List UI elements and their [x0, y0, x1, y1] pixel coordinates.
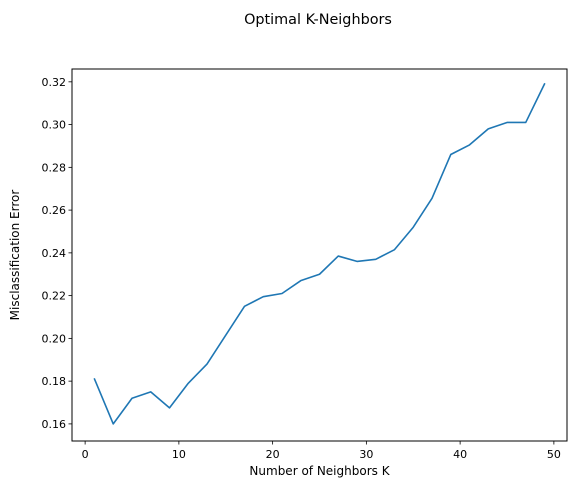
y-tick-label: 0.22	[42, 290, 67, 303]
axes-frame	[71, 68, 568, 442]
y-axis-label: Misclassification Error	[8, 190, 22, 321]
y-tick-label: 0.28	[42, 161, 67, 174]
series-line	[93, 82, 546, 425]
y-tick-label: 0.26	[42, 204, 67, 217]
y-tick-label: 0.20	[42, 332, 67, 345]
series-layer	[93, 82, 546, 425]
x-tick-label: 30	[359, 448, 373, 461]
figure-title: Optimal K-Neighbors	[244, 12, 392, 28]
x-tick-label: 0	[82, 448, 89, 461]
y-tick-label: 0.18	[42, 375, 67, 388]
y-tick-label: 0.24	[42, 247, 67, 260]
x-axis-label: Number of Neighbors K	[249, 464, 390, 478]
x-tick-label: 50	[547, 448, 561, 461]
y-tick-label: 0.32	[42, 76, 67, 89]
y-tick-label: 0.16	[42, 418, 67, 431]
y-tick-label: 0.30	[42, 119, 67, 132]
x-tick-label: 20	[266, 448, 280, 461]
x-tick-label: 10	[172, 448, 186, 461]
x-axis: 0 10 20 30 40 50	[82, 441, 561, 461]
x-tick-label: 40	[453, 448, 467, 461]
y-axis: 0.16 0.18 0.20 0.22 0.24 0.26 0.28 0.30 0.32	[42, 76, 72, 431]
